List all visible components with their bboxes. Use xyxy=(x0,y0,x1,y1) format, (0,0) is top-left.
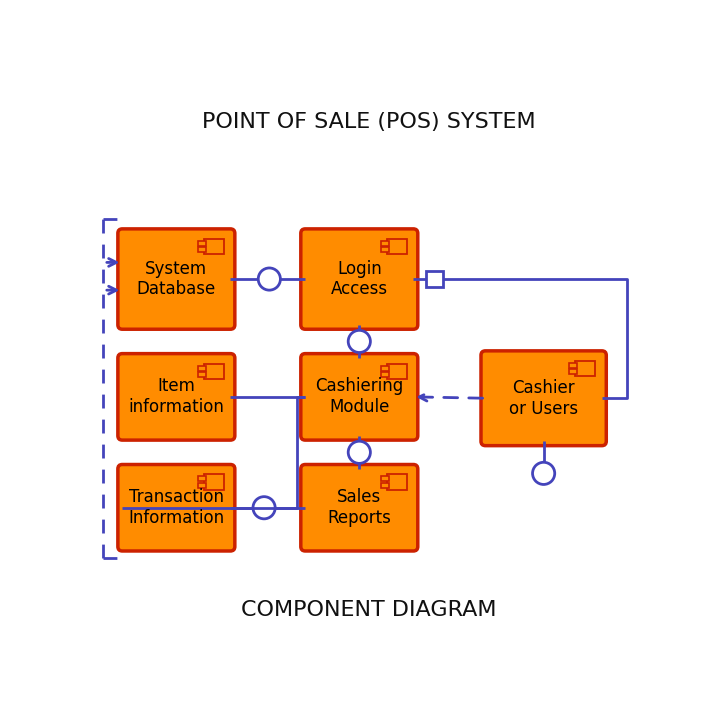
Bar xyxy=(198,482,206,487)
Text: Cashier
or Users: Cashier or Users xyxy=(509,379,578,418)
Bar xyxy=(387,364,407,379)
Bar xyxy=(381,247,389,252)
Bar xyxy=(204,239,224,254)
Text: Transaction
Information: Transaction Information xyxy=(128,488,225,527)
Text: System
Database: System Database xyxy=(137,260,216,299)
Bar xyxy=(570,363,577,368)
Bar xyxy=(198,477,206,482)
Bar xyxy=(381,366,389,371)
Bar xyxy=(381,372,389,377)
Bar xyxy=(198,241,206,246)
Text: COMPONENT DIAGRAM: COMPONENT DIAGRAM xyxy=(241,600,497,621)
Text: Login
Access: Login Access xyxy=(330,260,388,299)
FancyBboxPatch shape xyxy=(481,351,606,446)
FancyBboxPatch shape xyxy=(301,464,418,551)
Bar xyxy=(387,239,407,254)
Text: Item
information: Item information xyxy=(128,377,225,416)
Text: Cashiering
Module: Cashiering Module xyxy=(315,377,403,416)
Bar xyxy=(575,361,595,377)
FancyBboxPatch shape xyxy=(301,229,418,329)
Bar xyxy=(204,474,224,490)
Bar xyxy=(387,474,407,490)
FancyBboxPatch shape xyxy=(118,464,235,551)
Bar xyxy=(381,482,389,487)
Bar xyxy=(204,364,224,379)
Bar xyxy=(198,366,206,371)
Bar xyxy=(381,241,389,246)
Bar xyxy=(198,372,206,377)
Bar xyxy=(570,369,577,374)
Bar xyxy=(198,247,206,252)
FancyBboxPatch shape xyxy=(301,354,418,440)
Text: POINT OF SALE (POS) SYSTEM: POINT OF SALE (POS) SYSTEM xyxy=(202,112,536,132)
Bar xyxy=(381,477,389,482)
FancyBboxPatch shape xyxy=(118,229,235,329)
FancyBboxPatch shape xyxy=(118,354,235,440)
Text: Sales
Reports: Sales Reports xyxy=(328,488,391,527)
Bar xyxy=(426,271,443,287)
